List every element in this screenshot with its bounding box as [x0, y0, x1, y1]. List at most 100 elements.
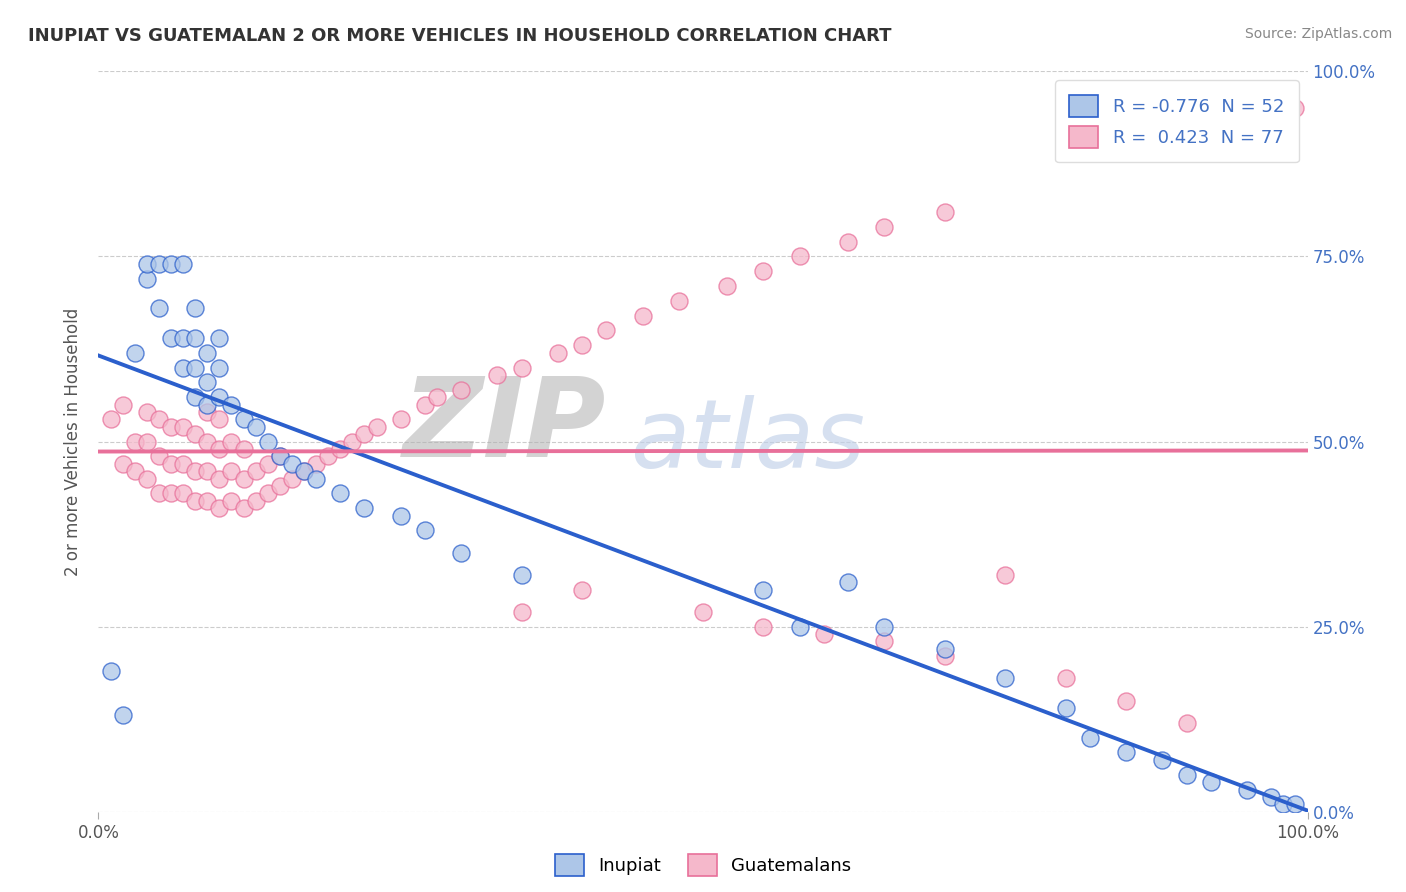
Point — [292, 464, 315, 478]
Point — [450, 383, 472, 397]
Point — [111, 457, 134, 471]
Point — [389, 508, 412, 523]
Point — [135, 471, 157, 485]
Point — [256, 457, 278, 471]
Point — [135, 434, 157, 449]
Point — [172, 486, 194, 500]
Point — [124, 345, 146, 359]
Point — [208, 390, 231, 404]
Point — [256, 434, 278, 449]
Point — [752, 619, 775, 633]
Point — [1236, 782, 1258, 797]
Point — [160, 331, 183, 345]
Point — [413, 398, 436, 412]
Point — [232, 412, 254, 426]
Point — [148, 257, 170, 271]
Legend: Inupiat, Guatemalans: Inupiat, Guatemalans — [547, 847, 859, 883]
Point — [716, 279, 738, 293]
Point — [934, 205, 956, 219]
Point — [245, 464, 267, 478]
Point — [873, 634, 896, 648]
Point — [208, 331, 231, 345]
Point — [269, 450, 291, 464]
Point — [135, 257, 157, 271]
Point — [292, 464, 315, 478]
Point — [668, 293, 690, 308]
Point — [837, 235, 859, 249]
Point — [692, 605, 714, 619]
Point — [413, 524, 436, 538]
Text: atlas: atlas — [630, 395, 866, 488]
Point — [208, 471, 231, 485]
Point — [873, 219, 896, 234]
Point — [232, 501, 254, 516]
Point — [1284, 102, 1306, 116]
Point — [329, 486, 352, 500]
Point — [305, 471, 328, 485]
Point — [631, 309, 654, 323]
Point — [342, 434, 364, 449]
Point — [245, 419, 267, 434]
Point — [195, 464, 218, 478]
Y-axis label: 2 or more Vehicles in Household: 2 or more Vehicles in Household — [65, 308, 83, 575]
Point — [232, 471, 254, 485]
Point — [1175, 715, 1198, 730]
Point — [389, 412, 412, 426]
Point — [221, 493, 243, 508]
Point — [184, 390, 207, 404]
Point — [752, 582, 775, 597]
Point — [232, 442, 254, 456]
Point — [148, 301, 170, 316]
Point — [595, 324, 617, 338]
Point — [184, 493, 207, 508]
Point — [100, 412, 122, 426]
Point — [208, 442, 231, 456]
Point — [100, 664, 122, 678]
Point — [256, 486, 278, 500]
Point — [221, 464, 243, 478]
Point — [184, 464, 207, 478]
Point — [1054, 701, 1077, 715]
Point — [269, 450, 291, 464]
Point — [195, 434, 218, 449]
Point — [789, 619, 811, 633]
Point — [172, 331, 194, 345]
Point — [873, 619, 896, 633]
Point — [571, 582, 593, 597]
Point — [1115, 694, 1137, 708]
Point — [135, 405, 157, 419]
Point — [1054, 672, 1077, 686]
Text: Source: ZipAtlas.com: Source: ZipAtlas.com — [1244, 27, 1392, 41]
Point — [813, 627, 835, 641]
Point — [994, 672, 1017, 686]
Point — [547, 345, 569, 359]
Point — [172, 257, 194, 271]
Point — [269, 479, 291, 493]
Point — [329, 442, 352, 456]
Point — [221, 398, 243, 412]
Point — [148, 412, 170, 426]
Point — [510, 605, 533, 619]
Point — [1272, 797, 1295, 812]
Point — [160, 257, 183, 271]
Point — [752, 264, 775, 278]
Point — [510, 360, 533, 375]
Legend: R = -0.776  N = 52, R =  0.423  N = 77: R = -0.776 N = 52, R = 0.423 N = 77 — [1054, 80, 1299, 162]
Point — [571, 338, 593, 352]
Point — [172, 419, 194, 434]
Point — [1115, 746, 1137, 760]
Point — [353, 427, 375, 442]
Point — [281, 457, 304, 471]
Point — [195, 405, 218, 419]
Point — [837, 575, 859, 590]
Point — [281, 471, 304, 485]
Point — [111, 398, 134, 412]
Point — [184, 301, 207, 316]
Point — [208, 412, 231, 426]
Point — [245, 493, 267, 508]
Point — [160, 486, 183, 500]
Point — [184, 427, 207, 442]
Point — [1175, 767, 1198, 781]
Point — [195, 398, 218, 412]
Point — [934, 641, 956, 656]
